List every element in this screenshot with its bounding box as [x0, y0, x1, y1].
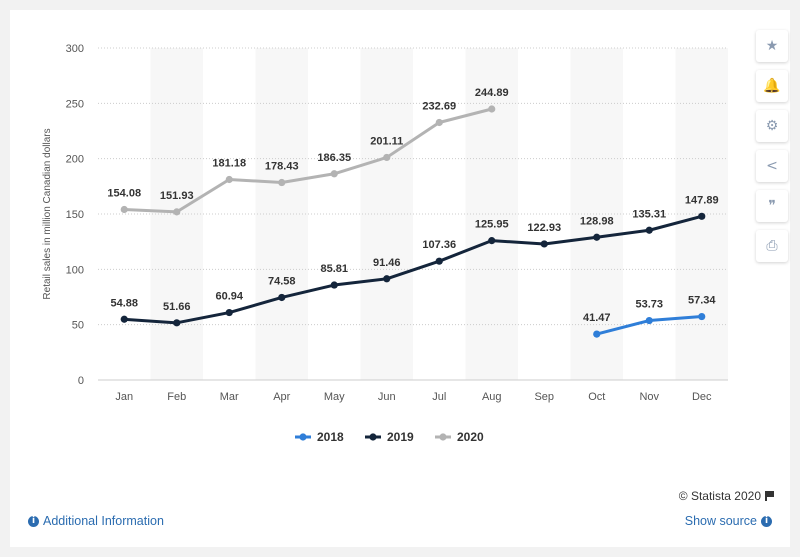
side-toolbar: ★ 🔔 ⚙ < ❞ ⎙: [756, 30, 790, 262]
share-icon[interactable]: <: [756, 150, 788, 182]
y-axis-label: Retail sales in million Canadian dollars: [42, 128, 53, 299]
bell-icon[interactable]: 🔔: [756, 70, 788, 102]
data-label: 147.89: [685, 194, 719, 206]
series-line-2020: [124, 107, 493, 214]
quote-icon[interactable]: ❞: [756, 190, 788, 222]
star-icon[interactable]: ★: [756, 30, 788, 62]
data-label: 181.18: [212, 157, 246, 169]
data-label: 57.34: [688, 295, 716, 307]
x-tick-label: Aug: [482, 391, 502, 403]
data-label: 54.88: [110, 297, 138, 309]
data-point: [488, 237, 496, 245]
show-source-link[interactable]: Show source i: [685, 514, 772, 528]
data-point: [120, 205, 128, 214]
line-chart: 0 50 100 150 200 250 300 Jan Feb Mar Apr May Jun Jul A…: [42, 43, 728, 444]
legend-label: 2020: [457, 430, 484, 444]
data-label: 201.11: [370, 135, 403, 147]
data-point: [540, 240, 548, 248]
data-label: 53.73: [635, 299, 663, 311]
legend-marker-dot: [369, 433, 377, 441]
series-line-2019: [124, 214, 703, 325]
data-point: [225, 308, 233, 317]
x-tick-label: May: [324, 391, 345, 403]
data-point: [330, 281, 338, 289]
flag-icon: [765, 491, 774, 501]
data-point: [330, 170, 338, 178]
y-tick-label: 150: [66, 209, 84, 221]
x-tick-label: Jun: [378, 391, 396, 403]
data-point: [278, 178, 286, 187]
show-source-label: Show source: [684, 514, 757, 528]
x-tick-label: Oct: [588, 391, 605, 403]
data-label: 122.93: [527, 222, 561, 234]
data-point: [488, 105, 496, 113]
data-label: 178.43: [265, 161, 299, 173]
data-label: 51.66: [163, 301, 191, 313]
x-tick-label: Apr: [273, 391, 290, 403]
x-tick-label: Nov: [639, 391, 659, 403]
y-tick-label: 200: [66, 154, 84, 166]
print-icon[interactable]: ⎙: [756, 230, 788, 262]
data-label: 125.95: [475, 219, 509, 231]
data-label: 74.58: [268, 275, 296, 287]
info-icon: i: [761, 515, 772, 527]
data-point: [593, 233, 601, 241]
data-point: [173, 208, 181, 216]
data-point: [645, 226, 653, 234]
data-point: [120, 315, 128, 323]
data-point: [173, 319, 181, 327]
additional-information-label: Additional Information: [43, 514, 164, 528]
x-tick-label: Feb: [167, 391, 186, 403]
x-tick-label: Dec: [692, 391, 712, 403]
data-point: [225, 175, 233, 184]
credit-text: © Statista 2020: [678, 489, 761, 503]
data-point: [645, 316, 653, 325]
legend-label: 2019: [387, 430, 414, 444]
x-tick-label: Jan: [115, 391, 133, 403]
data-label: 244.89: [475, 87, 509, 99]
x-tick-label: Sep: [534, 391, 554, 403]
y-tick-label: 0: [78, 375, 84, 387]
statista-credit[interactable]: © Statista 2020: [679, 489, 774, 503]
data-label: 107.36: [422, 239, 456, 251]
additional-information-link[interactable]: i Additional Information: [28, 514, 164, 528]
y-tick-label: 50: [72, 320, 84, 332]
y-tick-label: 300: [66, 43, 84, 55]
data-label: 135.31: [632, 208, 666, 220]
data-label: 85.81: [320, 263, 348, 275]
data-label: 41.47: [583, 312, 611, 324]
x-tick-label: Jul: [432, 391, 446, 403]
data-label: 151.93: [160, 190, 194, 202]
x-tick-label: Mar: [220, 391, 239, 403]
info-icon: i: [28, 515, 39, 527]
data-point: [698, 312, 706, 321]
data-point: [278, 293, 286, 302]
data-label: 232.69: [422, 100, 456, 112]
gear-icon[interactable]: ⚙: [756, 110, 788, 142]
data-point: [383, 275, 391, 283]
data-label: 154.08: [107, 187, 141, 199]
data-label: 91.46: [373, 257, 401, 269]
y-tick-label: 100: [66, 264, 84, 276]
data-label: 60.94: [215, 291, 243, 303]
y-tick-label: 250: [66, 98, 84, 110]
legend-marker-dot: [299, 433, 307, 441]
data-label: 186.35: [317, 152, 351, 164]
data-label: 128.98: [580, 215, 614, 227]
data-point: [698, 212, 706, 220]
chart-card: 0 50 100 150 200 250 300 Jan Feb Mar Apr May Jun Jul A…: [10, 10, 790, 547]
data-point: [435, 118, 443, 127]
legend-label: 2018: [317, 430, 344, 444]
data-point: [593, 330, 601, 338]
data-point: [383, 153, 391, 162]
legend-marker-dot: [439, 433, 447, 441]
data-point: [435, 257, 443, 265]
